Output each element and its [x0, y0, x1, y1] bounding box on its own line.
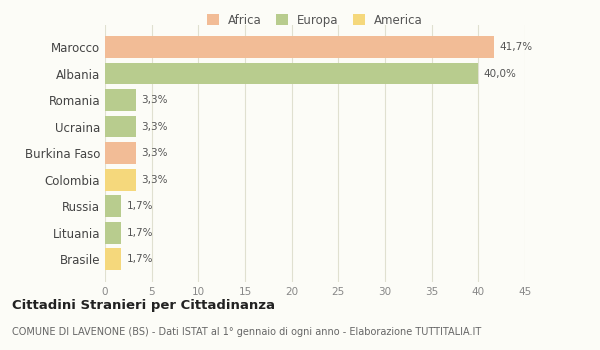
Bar	[105, 116, 136, 138]
Legend: Africa, Europa, America: Africa, Europa, America	[205, 11, 425, 29]
Text: Cittadini Stranieri per Cittadinanza: Cittadini Stranieri per Cittadinanza	[12, 299, 275, 312]
Bar	[105, 142, 136, 164]
Bar	[105, 36, 494, 58]
Text: 40,0%: 40,0%	[484, 69, 517, 79]
Bar	[105, 248, 121, 270]
Text: 1,7%: 1,7%	[127, 228, 153, 238]
Text: 1,7%: 1,7%	[127, 201, 153, 211]
Text: 3,3%: 3,3%	[142, 121, 168, 132]
Text: 3,3%: 3,3%	[142, 175, 168, 185]
Bar	[105, 195, 121, 217]
Bar	[105, 169, 136, 190]
Text: 1,7%: 1,7%	[127, 254, 153, 264]
Text: 41,7%: 41,7%	[500, 42, 533, 52]
Bar	[105, 89, 136, 111]
Text: 3,3%: 3,3%	[142, 95, 168, 105]
Text: COMUNE DI LAVENONE (BS) - Dati ISTAT al 1° gennaio di ogni anno - Elaborazione T: COMUNE DI LAVENONE (BS) - Dati ISTAT al …	[12, 327, 481, 337]
Bar	[105, 63, 478, 84]
Text: 3,3%: 3,3%	[142, 148, 168, 158]
Bar	[105, 222, 121, 244]
